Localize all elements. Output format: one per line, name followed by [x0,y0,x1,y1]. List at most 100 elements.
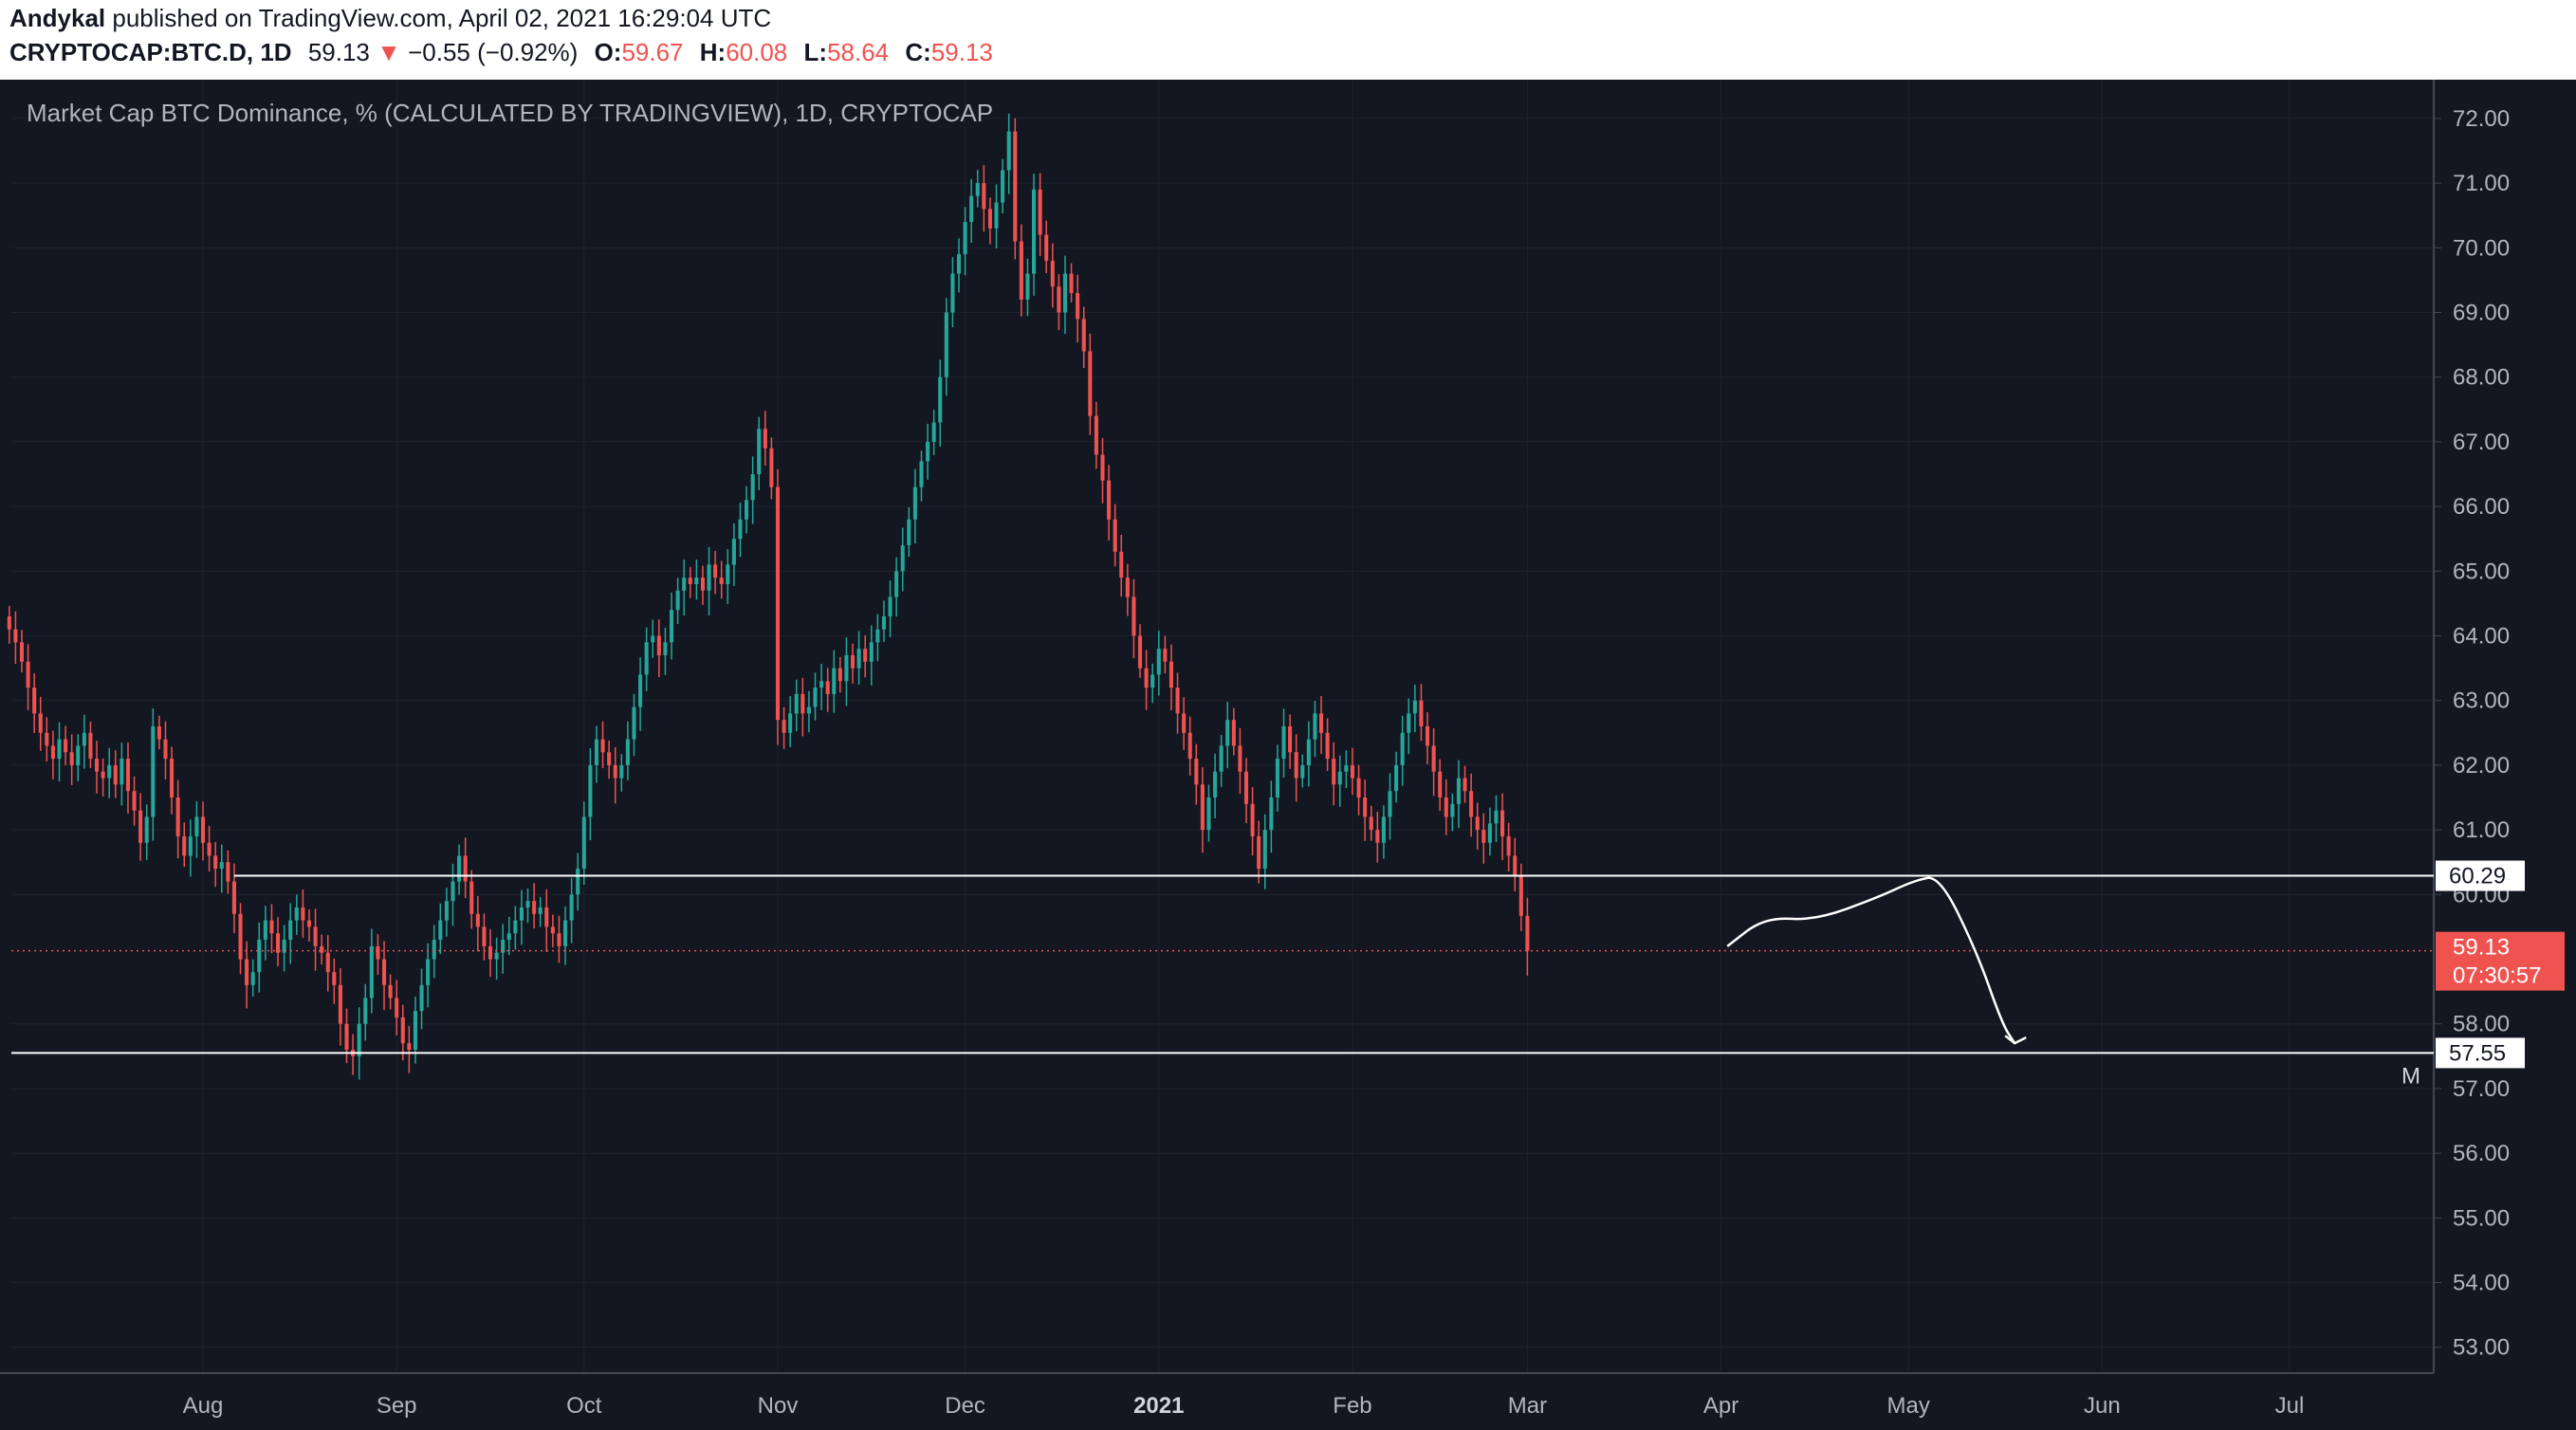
candle-body [844,654,849,682]
close-value: 59.13 [930,38,993,66]
candle-body [656,635,661,655]
x-tick-label: Jul [2275,1393,2305,1419]
x-tick-label: Dec [945,1393,985,1419]
candle-body [451,881,455,902]
candle-body [125,759,130,792]
candle-body [994,202,999,229]
candle-body [395,998,399,1018]
candle-body [69,752,74,765]
candle-body [320,945,324,953]
candle-body [1487,823,1492,843]
candle-body [381,959,387,985]
candle-body [1350,764,1355,779]
candle-body [1431,745,1436,772]
candle-body [1500,810,1505,836]
candle-body [1113,519,1117,552]
candle-body [1094,415,1098,455]
candle-body [600,739,605,753]
candle-body [888,596,892,617]
candle-body [144,816,149,843]
projection-path [1726,876,2016,1044]
last-price-label: 59.13 [2453,935,2510,961]
author-name[interactable]: Andykal [9,4,106,32]
candle-body [64,739,68,753]
candle-body [982,183,986,210]
candle-body [120,759,124,785]
candle-body [344,1023,349,1050]
candle-body [1456,778,1461,804]
candle-body [57,739,62,760]
candle-body [475,913,480,927]
candle-body [1076,293,1080,320]
candle-body [900,545,905,572]
x-tick-label: Nov [758,1393,799,1419]
countdown-label: 07:30:57 [2453,963,2541,989]
candle-body [388,984,393,999]
candle-body [82,732,86,746]
candle-body [357,1023,361,1056]
candle-body [156,726,161,740]
candle-body [757,429,762,475]
candle-body [588,764,593,817]
candle-body [113,764,118,785]
candle-body [513,920,518,934]
candle-body [1200,784,1205,831]
candle-body [931,422,936,442]
candle-body [1257,835,1261,870]
candle-body [494,952,499,960]
x-tick-label: Jun [2084,1393,2121,1419]
y-tick-label: 65.00 [2453,559,2510,584]
candle-body [1444,798,1448,817]
candle-body [488,945,493,960]
candle-body [713,564,718,578]
candle-body [1062,273,1068,313]
candle-body [325,952,330,973]
y-tick-label: 67.00 [2453,430,2510,455]
candle-body [912,486,917,520]
candle-body [163,739,168,760]
candle-body [894,571,899,597]
x-tick-label: May [1887,1393,1930,1419]
candle-body [1032,189,1037,274]
candle-body [1057,286,1061,313]
candle-body [569,894,574,921]
candle-body [45,732,49,746]
candle-body [1156,649,1161,675]
candle-body [1525,915,1530,951]
candle-body [1356,778,1361,798]
candle-body [282,940,286,953]
candle-body [132,791,137,811]
candle-body [863,649,868,662]
x-tick-label: Sep [377,1393,417,1419]
candlestick-chart[interactable]: 53.0054.0055.0056.0057.0058.0060.0061.00… [0,80,2576,1430]
symbol-label[interactable]: CRYPTOCAP:BTC.D, 1D [9,38,292,66]
candle-body [950,273,955,313]
high-label: H: [699,38,727,66]
candle-body [13,629,18,643]
level-price-tag [2436,1037,2525,1069]
candle-body [1125,578,1130,597]
candle-body [1269,798,1274,831]
candle-body [1187,732,1192,760]
candle-body [1419,700,1424,726]
y-tick-label: 68.00 [2453,365,2510,391]
candle-body [457,855,462,882]
y-tick-label: 71.00 [2453,171,2510,196]
candle-body [919,461,924,487]
candle-body [1150,674,1155,688]
open-label: O: [594,38,622,66]
candle-body [856,649,861,669]
candle-body [501,940,506,953]
y-tick-label: 62.00 [2453,753,2510,779]
candle-body [1369,816,1373,831]
candle-body [1250,803,1255,836]
x-tick-label: Oct [566,1393,602,1419]
candle-body [231,881,236,914]
candle-body [881,616,887,630]
candle-body [1144,668,1149,688]
candle-body [1337,771,1342,785]
candle-body [632,706,636,740]
chart-area[interactable]: 53.00 54.00 55.00 56.00 57.00 58.00 60.00 61.00… [0,80,2576,1430]
candle-body [1288,726,1293,753]
y-tick-label: 72.00 [2453,106,2510,132]
